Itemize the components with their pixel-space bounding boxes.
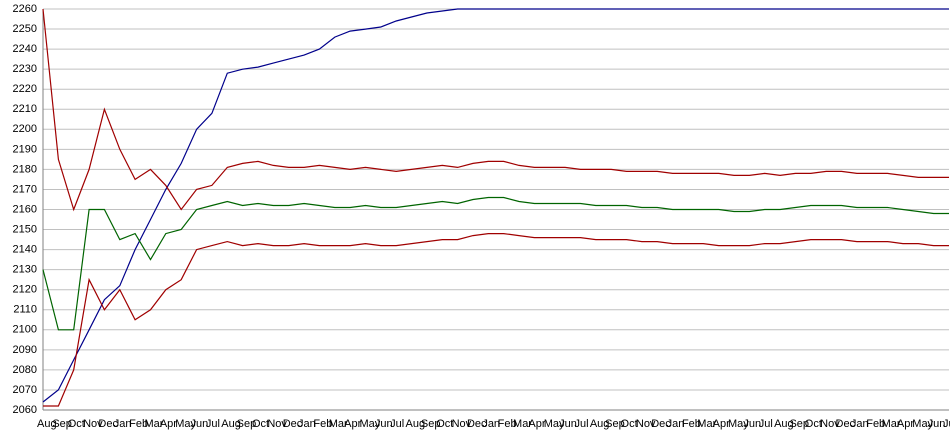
y-tick-label: 2110: [13, 304, 37, 316]
x-tick-label: Apr: [160, 418, 177, 430]
y-tick-label: 2090: [13, 344, 37, 356]
x-tick-label: Jun: [559, 418, 577, 430]
x-tick-label: Dec: [651, 418, 671, 430]
x-tick-label: Dec: [836, 418, 856, 430]
x-tick-label: Sep: [237, 418, 257, 430]
x-tick-label: Feb: [682, 418, 701, 430]
x-tick-label: May: [544, 418, 565, 430]
x-tick-label: May: [175, 418, 196, 430]
x-tick-label: Mar: [329, 418, 348, 430]
data-line: [42, 196, 949, 331]
x-tick-label: Jan: [851, 418, 869, 430]
x-tick-label: Oct: [68, 418, 85, 430]
x-tick-label: Dec: [283, 418, 303, 430]
y-tick-label: 2250: [13, 23, 37, 35]
x-tick-label: Nov: [452, 418, 472, 430]
x-tick-label: Jun: [928, 418, 946, 430]
x-tick-label: Sep: [789, 418, 809, 430]
x-tick-label: Aug: [590, 418, 610, 430]
x-tick-label: Dec: [467, 418, 487, 430]
y-tick-label: 2210: [13, 103, 37, 115]
x-tick-label: Feb: [129, 418, 148, 430]
x-tick-label: Mar: [882, 418, 901, 430]
x-tick-label: Aug: [37, 418, 57, 430]
y-tick-label: 2220: [13, 83, 37, 95]
x-tick-label: Feb: [866, 418, 885, 430]
x-tick-label: Jun: [375, 418, 393, 430]
x-tick-label: Oct: [252, 418, 269, 430]
x-tick-label: Jul: [206, 418, 220, 430]
y-tick-label: 2200: [13, 123, 37, 135]
x-tick-label: Nov: [83, 418, 103, 430]
x-tick-label: Mar: [144, 418, 163, 430]
x-tick-label: Jul: [943, 418, 950, 430]
x-tick-label: Aug: [221, 418, 241, 430]
y-tick-label: 2190: [13, 143, 37, 155]
x-tick-label: Oct: [436, 418, 453, 430]
x-tick-label: May: [728, 418, 749, 430]
y-tick-label: 2230: [13, 63, 37, 75]
y-tick-label: 2070: [13, 384, 37, 396]
x-tick-label: Sep: [421, 418, 441, 430]
data-line: [42, 8, 949, 403]
x-tick-label: Nov: [267, 418, 287, 430]
x-tick-label: Nov: [636, 418, 656, 430]
y-tick-label: 2140: [13, 244, 37, 256]
x-tick-label: Dec: [98, 418, 118, 430]
y-tick-label: 2120: [13, 284, 37, 296]
x-tick-label: Sep: [605, 418, 625, 430]
x-tick-label: Jun: [743, 418, 761, 430]
x-tick-label: Apr: [713, 418, 730, 430]
x-tick-label: Oct: [805, 418, 822, 430]
x-tick-label: Aug: [406, 418, 426, 430]
x-tick-label: Apr: [528, 418, 545, 430]
x-tick-label: Sep: [52, 418, 72, 430]
data-line: [43, 233, 949, 407]
y-tick-label: 2180: [13, 163, 37, 175]
x-tick-label: Feb: [313, 418, 332, 430]
x-tick-label: Jan: [114, 418, 132, 430]
x-tick-label: Jun: [191, 418, 209, 430]
x-tick-label: Aug: [774, 418, 794, 430]
x-tick-label: Jan: [667, 418, 685, 430]
y-tick-label: 2160: [13, 203, 37, 215]
x-tick-label: May: [912, 418, 933, 430]
x-tick-label: Jul: [574, 418, 588, 430]
y-tick-label: 2080: [13, 364, 37, 376]
y-tick-label: 2060: [13, 404, 37, 416]
x-tick-label: Jan: [298, 418, 316, 430]
y-tick-label: 2100: [13, 324, 37, 336]
x-tick-label: Mar: [513, 418, 532, 430]
x-tick-label: Feb: [498, 418, 517, 430]
data-line: [42, 8, 949, 212]
x-tick-label: Nov: [820, 418, 840, 430]
y-tick-label: 2150: [13, 223, 37, 235]
x-tick-label: Mar: [697, 418, 716, 430]
x-tick-label: May: [359, 418, 380, 430]
y-tick-label: 2130: [13, 264, 37, 276]
x-tick-label: Jan: [482, 418, 500, 430]
y-tick-label: 2170: [13, 183, 37, 195]
x-tick-label: Jul: [759, 418, 773, 430]
y-tick-label: 2260: [13, 3, 37, 15]
y-tick-label: 2240: [13, 43, 37, 55]
x-tick-label: Apr: [897, 418, 914, 430]
x-tick-label: Jul: [390, 418, 404, 430]
x-tick-label: Oct: [621, 418, 638, 430]
x-tick-label: Apr: [344, 418, 361, 430]
